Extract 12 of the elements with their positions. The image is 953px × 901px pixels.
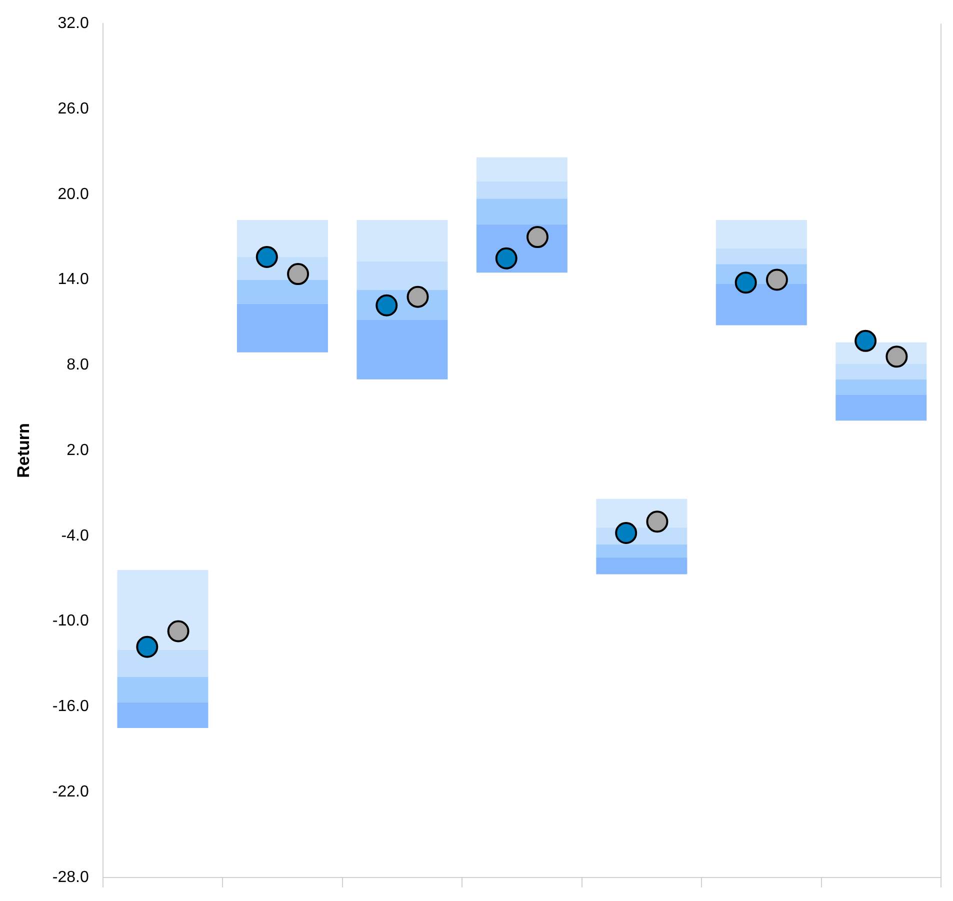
y-tick-label: -22.0 <box>52 783 89 800</box>
y-tick-label: -10.0 <box>52 612 89 630</box>
y-tick-label: 8.0 <box>66 356 89 374</box>
y-tick-label: -16.0 <box>52 698 89 716</box>
y-tick-label: -28.0 <box>52 868 89 886</box>
y-tick-label: 20.0 <box>58 186 89 203</box>
y-tick-label: 32.0 <box>58 15 89 32</box>
y-tick-label: 14.0 <box>58 271 89 288</box>
y-axis-title: Return <box>14 423 33 478</box>
y-tick-label: 26.0 <box>58 100 89 118</box>
y-tick-label: -4.0 <box>61 527 89 544</box>
y-tick-label: 2.0 <box>66 442 89 459</box>
